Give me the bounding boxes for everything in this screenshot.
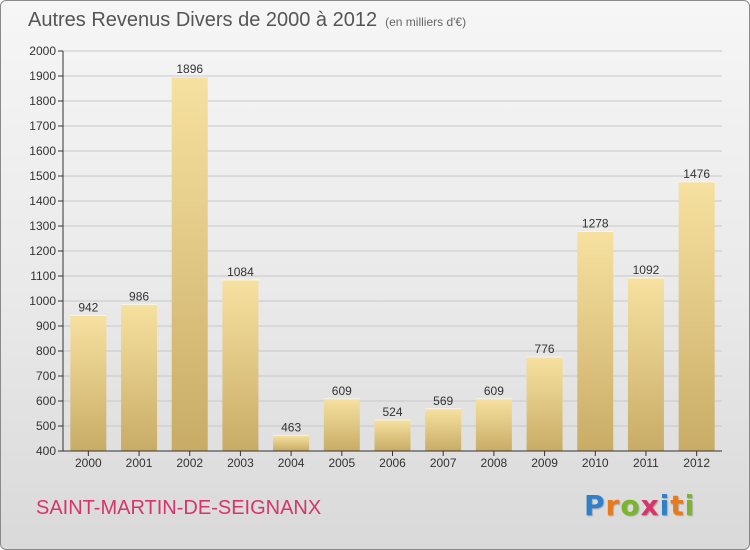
bar-2012 xyxy=(678,182,715,451)
x-tick-label-2003: 2003 xyxy=(227,456,254,470)
bar-2003 xyxy=(222,280,259,451)
bar-2000 xyxy=(70,315,107,451)
data-label-2011: 1092 xyxy=(633,263,660,277)
y-tick-label: 1800 xyxy=(29,94,56,108)
y-tick-label: 600 xyxy=(36,394,56,408)
x-tick-label-2008: 2008 xyxy=(481,456,508,470)
y-tick-label: 500 xyxy=(36,419,56,433)
x-tick-label-2011: 2011 xyxy=(633,456,659,470)
logo-letter: P xyxy=(584,489,606,522)
x-tick-label-2010: 2010 xyxy=(582,456,609,470)
x-tick-label-2005: 2005 xyxy=(328,456,355,470)
x-tick-label-2004: 2004 xyxy=(278,456,305,470)
data-label-2006: 524 xyxy=(382,405,402,419)
bar-2002 xyxy=(171,77,208,451)
y-tick-label: 1200 xyxy=(29,244,56,258)
y-tick-label: 800 xyxy=(36,344,56,358)
data-label-2009: 776 xyxy=(535,342,555,356)
x-tick-label-2012: 2012 xyxy=(683,456,710,470)
bar-2007 xyxy=(425,408,462,451)
y-tick-label: 900 xyxy=(36,319,56,333)
x-tick-label-2006: 2006 xyxy=(379,456,406,470)
y-tick-label: 1900 xyxy=(29,69,56,83)
data-label-2001: 986 xyxy=(129,290,149,304)
bar-2001 xyxy=(121,304,158,451)
bars xyxy=(70,76,715,451)
bar-2005 xyxy=(323,398,360,451)
bar-2006 xyxy=(374,420,411,451)
bar-2009 xyxy=(526,357,563,451)
y-tick-label: 1700 xyxy=(29,119,56,133)
y-tick-label: 700 xyxy=(36,369,56,383)
y-tick-label: 1600 xyxy=(29,144,56,158)
gridlines xyxy=(63,50,722,452)
y-tick-label: 1500 xyxy=(29,169,56,183)
x-tick-label-2002: 2002 xyxy=(176,456,203,470)
data-label-2002: 1896 xyxy=(176,62,203,76)
data-label-2000: 942 xyxy=(78,301,98,315)
x-tick-label-2007: 2007 xyxy=(430,456,457,470)
logo-letter: x xyxy=(640,489,660,522)
data-label-2008: 609 xyxy=(484,384,504,398)
y-tick-label: 1000 xyxy=(29,294,56,308)
data-label-2007: 569 xyxy=(433,394,453,408)
data-label-2010: 1278 xyxy=(582,217,609,231)
logo-letter: o xyxy=(620,489,641,522)
logo-letter: r xyxy=(605,489,621,522)
data-label-2004: 463 xyxy=(281,420,301,434)
bar-2011 xyxy=(627,278,664,451)
bar-2008 xyxy=(475,398,512,451)
chart-title-text: Autres Revenus Divers de 2000 à 2012 xyxy=(28,9,378,31)
y-tick-label: 400 xyxy=(36,444,56,458)
y-tick-label: 2000 xyxy=(29,44,56,58)
data-labels: 942 986 1896 1084 463 609 524 569 609 776 1278 1092… xyxy=(78,62,710,434)
chart-unit: (en milliers d'€) xyxy=(385,15,467,29)
x-tick-label-2000: 2000 xyxy=(75,456,102,470)
logo-letter: i xyxy=(684,489,696,522)
logo-letter: i xyxy=(659,489,671,522)
x-tick-label-2009: 2009 xyxy=(531,456,558,470)
bar-2010 xyxy=(577,231,614,451)
data-label-2012: 1476 xyxy=(683,167,710,181)
bar-2004 xyxy=(273,435,310,451)
data-label-2003: 1084 xyxy=(227,265,254,279)
data-label-2005: 609 xyxy=(332,384,352,398)
logo-letter: t xyxy=(670,489,685,522)
y-tick-label: 1400 xyxy=(29,194,56,208)
y-tick-label: 1100 xyxy=(30,269,56,283)
town-name: SAINT-MARTIN-DE-SEIGNANX xyxy=(36,497,322,519)
y-tick-label: 1300 xyxy=(29,219,56,233)
proxiti-logo[interactable]: Proxiti xyxy=(584,489,695,522)
axes: 400 500 600 700 800 900 1000 1100 1200 1300 1400 15… xyxy=(29,44,722,470)
chart-title: Autres Revenus Divers de 2000 à 2012 (en … xyxy=(28,9,466,32)
x-tick-label-2001: 2001 xyxy=(126,456,153,470)
